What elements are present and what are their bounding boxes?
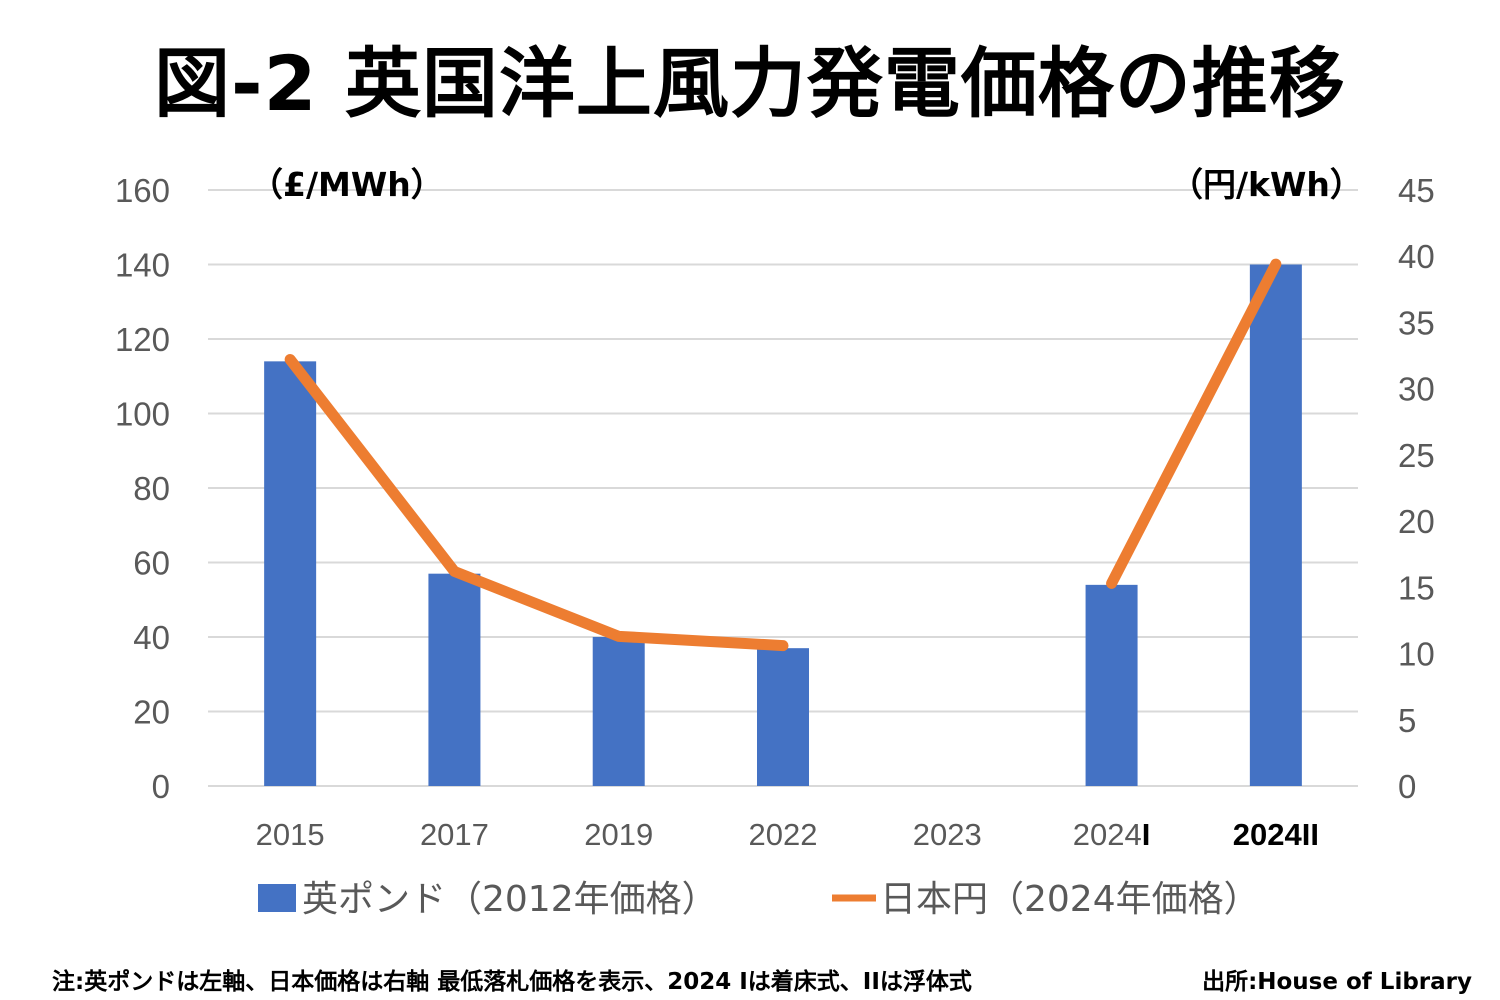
left-tick-label: 160 bbox=[115, 172, 170, 209]
line-segment bbox=[1106, 258, 1282, 589]
footer-note: 注:英ポンドは左軸、日本価格は右軸 最低落札価格を表示、2024 Iは着床式、I… bbox=[52, 969, 972, 995]
left-tick-label: 140 bbox=[115, 247, 170, 284]
right-tick-label: 10 bbox=[1398, 636, 1435, 673]
right-tick-label: 40 bbox=[1398, 238, 1435, 275]
x-tick-suffix: I bbox=[1142, 817, 1151, 852]
x-tick-label: 2019 bbox=[584, 817, 653, 852]
left-axis-unit-label: （£/MWh） bbox=[250, 165, 444, 204]
line-segment bbox=[284, 354, 789, 652]
x-tick-label: 2024II bbox=[1233, 817, 1319, 852]
x-axis-ticks: 2015 2017 2019 2022 2023 2024I 2024II bbox=[256, 817, 1319, 852]
bar bbox=[592, 637, 645, 786]
x-tick-label: 2024I bbox=[1073, 817, 1151, 852]
bar bbox=[1085, 584, 1138, 786]
right-tick-label: 30 bbox=[1398, 371, 1435, 408]
bar bbox=[1249, 264, 1302, 786]
legend: 英ポンド（2012年価格） 日本円（2024年価格） bbox=[258, 879, 1260, 920]
footer-source: 出所:House of Library bbox=[1202, 969, 1472, 995]
legend-swatch-bar bbox=[258, 884, 296, 912]
bar bbox=[757, 648, 809, 786]
right-axis-ticks: 0 5 10 15 20 25 30 35 40 45 bbox=[1398, 172, 1435, 805]
right-tick-label: 15 bbox=[1398, 569, 1435, 606]
left-tick-label: 100 bbox=[115, 396, 170, 433]
left-tick-label: 0 bbox=[152, 768, 170, 805]
right-tick-label: 35 bbox=[1398, 304, 1435, 341]
chart: 0 20 40 60 80 100 120 140 160 0 5 10 15 20 25 30 35 40 45… bbox=[115, 165, 1435, 920]
left-tick-label: 80 bbox=[133, 470, 170, 507]
right-tick-label: 45 bbox=[1398, 172, 1435, 209]
right-tick-label: 25 bbox=[1398, 437, 1435, 474]
right-axis-unit-label: （円/kWh） bbox=[1170, 165, 1363, 204]
x-tick-label: 2015 bbox=[256, 817, 325, 852]
legend-label-line: 日本円（2024年価格） bbox=[880, 879, 1260, 920]
bar bbox=[428, 573, 481, 786]
left-tick-label: 60 bbox=[133, 545, 170, 582]
line-series bbox=[284, 258, 1282, 652]
x-tick-label: 2022 bbox=[749, 817, 818, 852]
bar bbox=[264, 361, 317, 786]
right-tick-label: 0 bbox=[1398, 768, 1416, 805]
right-tick-label: 20 bbox=[1398, 503, 1435, 540]
chart-title: 図-2 英国洋上風力発電価格の推移 bbox=[154, 39, 1346, 128]
left-tick-label: 40 bbox=[133, 619, 170, 656]
x-tick-label: 2023 bbox=[913, 817, 982, 852]
left-axis-ticks: 0 20 40 60 80 100 120 140 160 bbox=[115, 172, 170, 805]
left-tick-label: 20 bbox=[133, 694, 170, 731]
left-tick-label: 120 bbox=[115, 321, 170, 358]
legend-label-bar: 英ポンド（2012年価格） bbox=[302, 879, 718, 920]
right-tick-label: 5 bbox=[1398, 702, 1416, 739]
bar-series bbox=[264, 264, 1302, 786]
x-tick-label: 2017 bbox=[420, 817, 489, 852]
